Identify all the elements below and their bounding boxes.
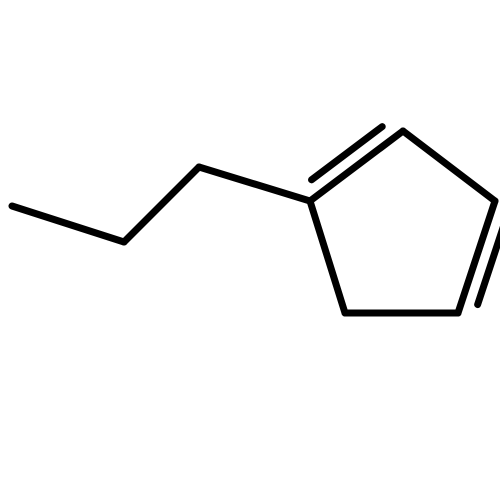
bond (458, 201, 495, 313)
bond (199, 167, 310, 201)
molecule-diagram (0, 0, 500, 500)
bond (12, 206, 124, 242)
bond (478, 219, 500, 304)
bond (403, 131, 495, 201)
bond (124, 167, 199, 242)
bond (310, 131, 403, 201)
bond (310, 201, 345, 313)
